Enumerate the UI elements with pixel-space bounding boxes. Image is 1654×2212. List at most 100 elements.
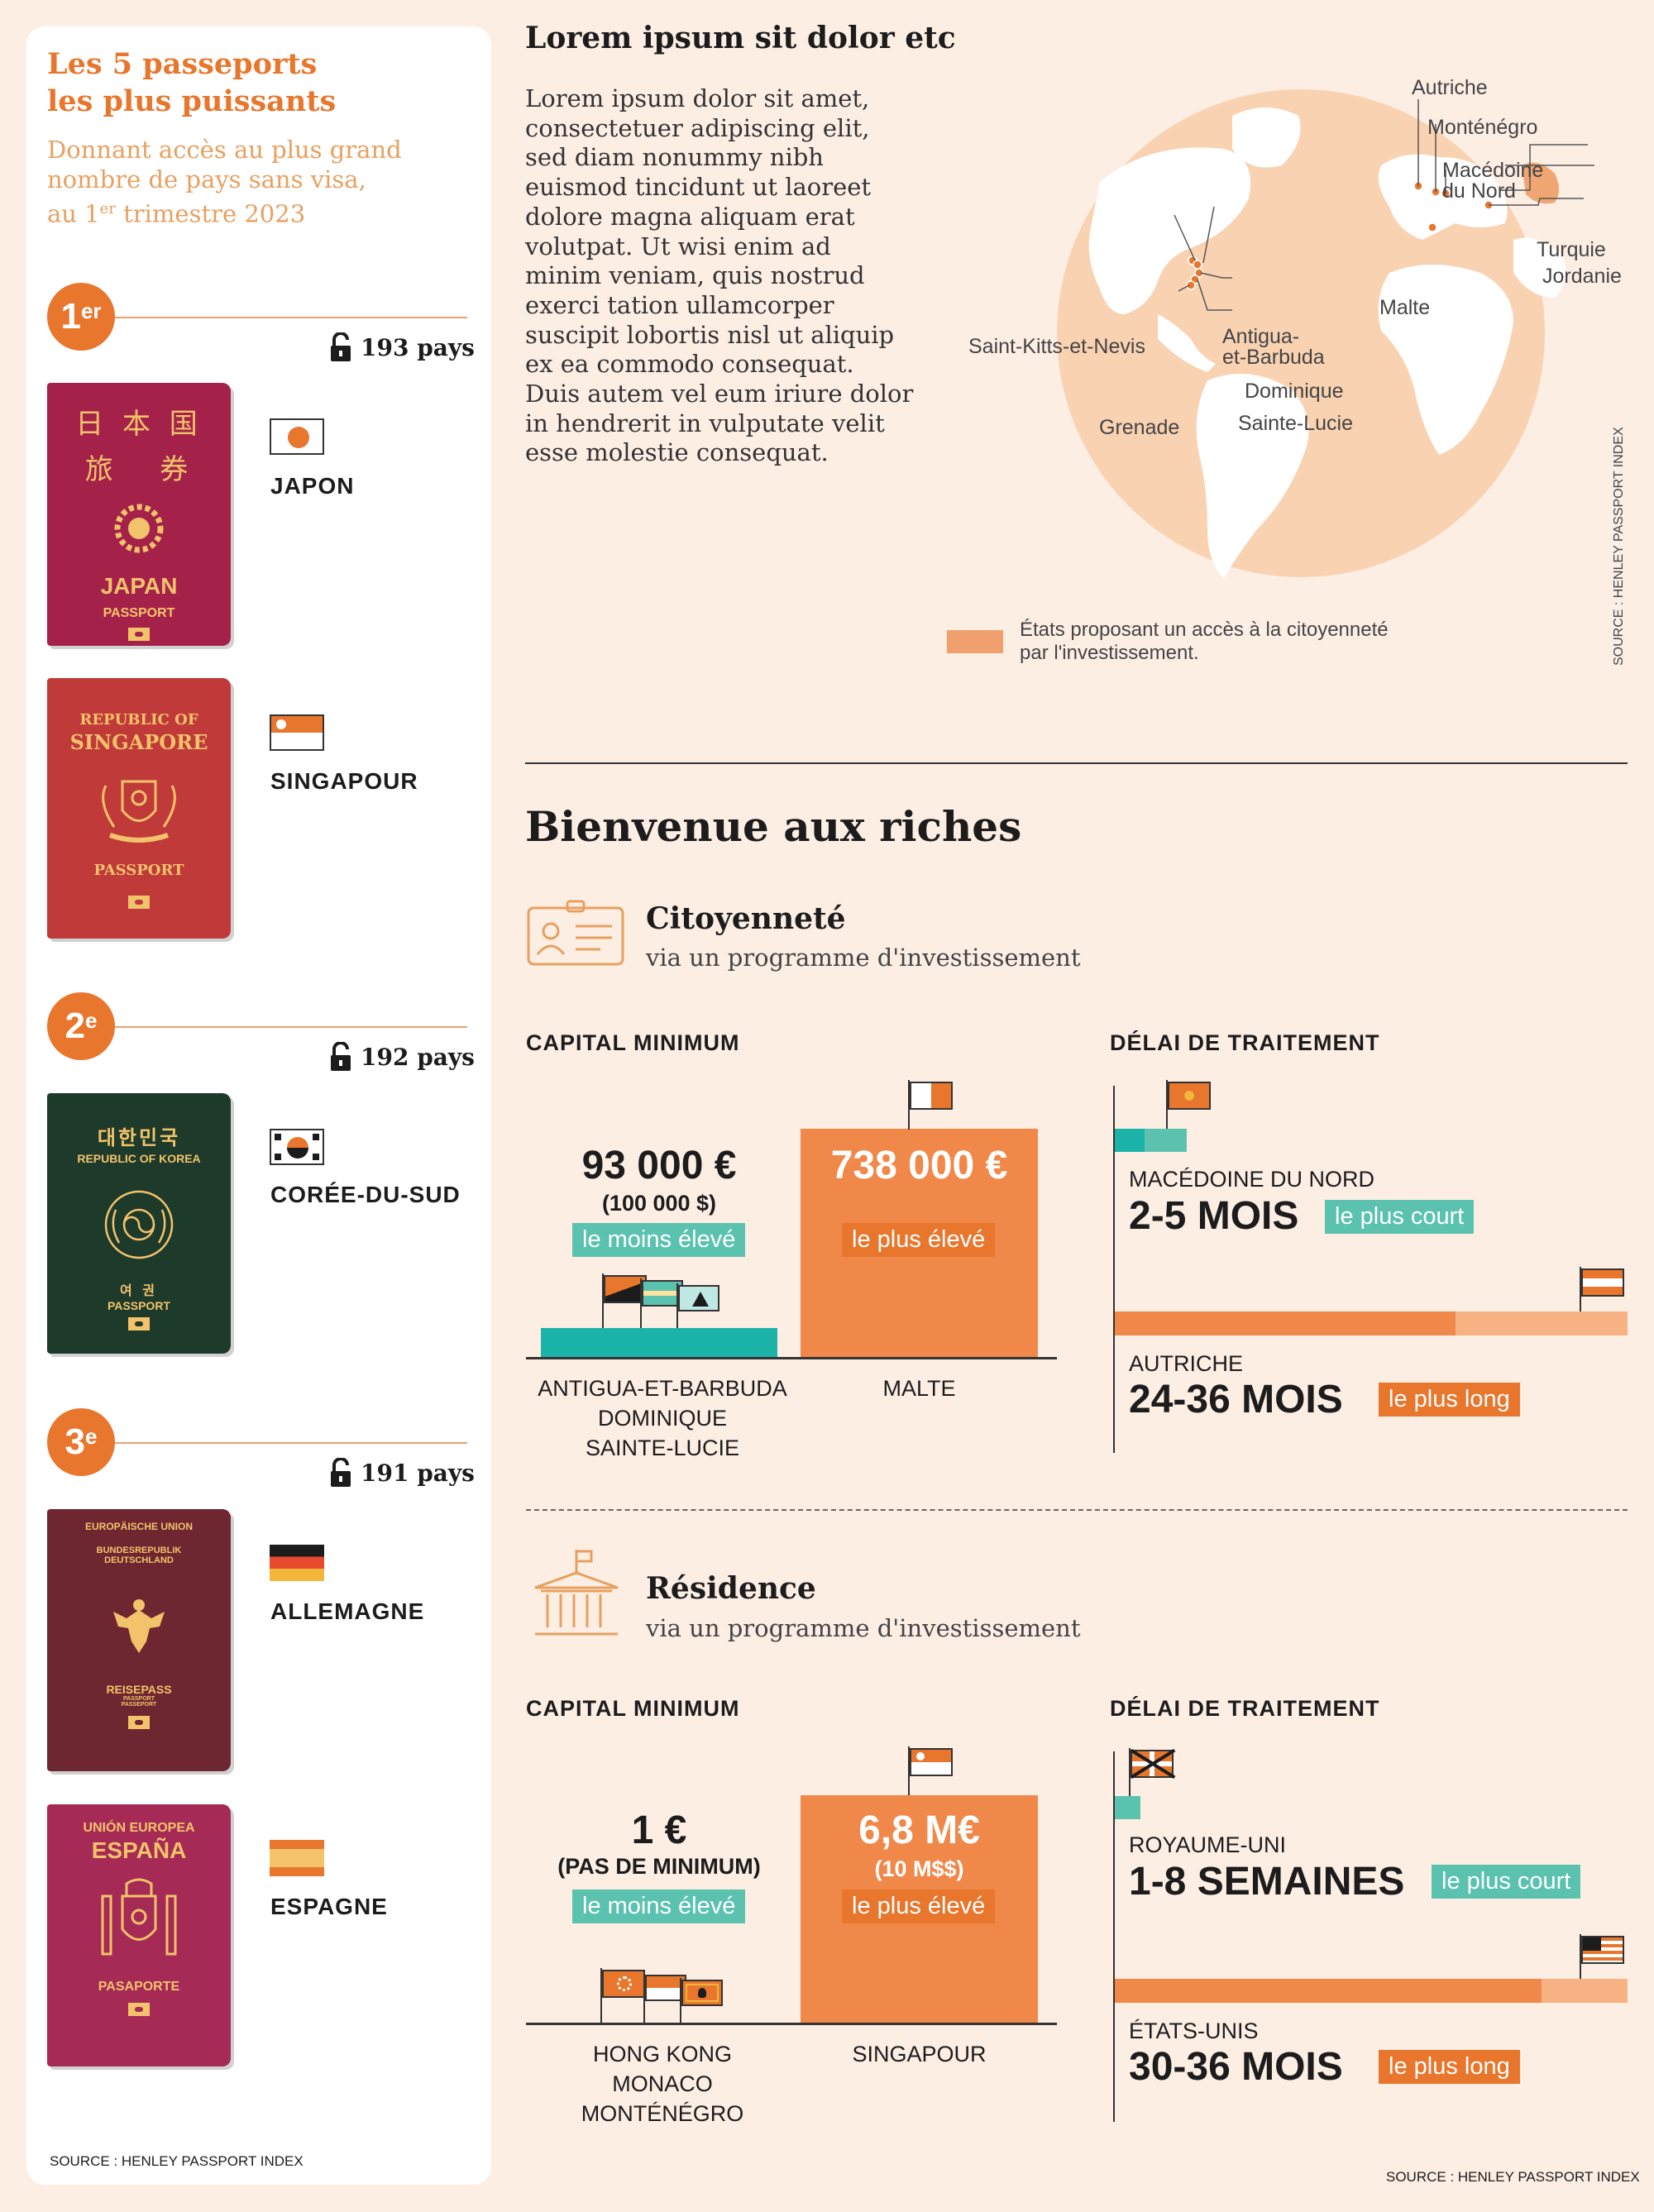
- residence-subtitle: via un programme d'investissement: [646, 1614, 1081, 1642]
- rank-1-num: 1: [60, 296, 81, 337]
- korea-passport-line3: 여 권: [120, 1284, 158, 1298]
- germany-passport-line1: EUROPÄISCHE UNION: [84, 1521, 193, 1532]
- rank-2-sup: e: [85, 1007, 98, 1033]
- spain-passport-line2: ESPAÑA: [91, 1837, 187, 1863]
- citizenship-long-value: 24-36 MOIS: [1129, 1378, 1343, 1421]
- map-label-dominique: Dominique: [1245, 380, 1344, 403]
- main-title: Bienvenue aux riches: [525, 802, 1022, 851]
- residence-low-value: 1 €: [631, 1808, 687, 1852]
- unlock-icon: [331, 332, 351, 361]
- citizenship-low-value: 93 000 €: [581, 1144, 737, 1187]
- flagpole: [908, 1746, 910, 1795]
- globe-map: [1057, 89, 1594, 579]
- intro-line: Lorem ipsum dolor sit amet,: [525, 84, 870, 112]
- main-source: SOURCE : HENLEY PASSPORT INDEX: [1386, 2169, 1640, 2185]
- germany-passport-line2: BUNDESREPUBLIK: [96, 1546, 182, 1555]
- bar-delay-long-res-range: [1542, 1979, 1628, 2003]
- map-label-macedoine: Macédoine du Nord: [1442, 160, 1543, 202]
- flagpole: [640, 1278, 642, 1328]
- rank-2-count: 192 pays: [329, 1042, 475, 1072]
- residence-high-tag: le plus élevé: [842, 1890, 996, 1923]
- passport-spain: UNIÓN EUROPEA ESPAÑA PASAPORTE: [47, 1804, 231, 2066]
- bar-delay-long-res-min: [1115, 1979, 1542, 2003]
- flag-montenegro-icon: [681, 1980, 723, 2006]
- residence-long-value: 30-36 MOIS: [1129, 2045, 1343, 2089]
- citizenship-short-value: 2-5 MOIS: [1129, 1194, 1299, 1238]
- residence-low-sub: (PAS DE MINIMUM): [557, 1854, 761, 1879]
- citizenship-long-country: AUTRICHE: [1129, 1351, 1244, 1376]
- country-label: MONACO: [612, 2071, 713, 2096]
- map-label-grenade: Grenade: [1099, 416, 1180, 439]
- rank-1-sup: er: [80, 298, 102, 323]
- intro-line: minim veniam, quis nostrud: [525, 261, 865, 290]
- korea-emblem-icon: [104, 1190, 174, 1259]
- flagpole: [680, 1978, 681, 2023]
- intro-line: suscipit lobortis nisl ut aliquip: [525, 320, 895, 349]
- residence-high-value: 6,8 M€: [858, 1808, 980, 1852]
- bar-delay-long-range: [1456, 1311, 1628, 1335]
- subtitle-line1: Donnant accès au plus grand: [47, 136, 402, 164]
- marker-malte: [1427, 222, 1437, 232]
- singapore-coat-of-arms-icon: [102, 780, 176, 843]
- country-label: HONG KONG: [592, 2042, 732, 2066]
- map-label-antigua: Antigua-et-Barbuda: [1222, 327, 1325, 368]
- flag-korea-icon: [270, 1129, 324, 1165]
- country-markers: [1186, 181, 1494, 290]
- map-label-antigua1: Antigua-: [1222, 325, 1300, 348]
- residence-high-sub: (10 M$$): [874, 1856, 964, 1881]
- panel-title-line2: les plus puissants: [47, 84, 337, 118]
- subtitle-line3-post: trimestre 2023: [115, 199, 306, 228]
- flag-hong-kong-icon: [602, 1970, 645, 1998]
- map-label-macedoine2: du Nord: [1442, 179, 1516, 203]
- flagpole: [602, 1273, 604, 1328]
- germany-passport-sub2: PASSPORT: [123, 1696, 155, 1702]
- rank-2-num: 2: [65, 1006, 85, 1046]
- singapore-passport-line2: SINGAPORE: [69, 730, 208, 754]
- country-japan: JAPON: [270, 473, 355, 499]
- country-label: SAINTE-LUCIE: [585, 1436, 740, 1460]
- citizenship-delay-axis: [1113, 1086, 1115, 1453]
- bar-delay-long-min: [1115, 1311, 1456, 1335]
- rank-2-pays: 192 pays: [361, 1043, 475, 1071]
- residence-axis: [526, 2023, 1057, 2025]
- bar-delay-short-res: [1115, 1796, 1140, 1819]
- flag-japan-icon: [270, 418, 324, 455]
- passport-korea: 대한민국 REPUBLIC OF KOREA 여 권 PASSPORT: [47, 1093, 231, 1354]
- korea-passport-line2: REPUBLIC OF KOREA: [77, 1152, 201, 1165]
- leader-lines: [1174, 99, 1594, 311]
- rank-1-count: 193 pays: [329, 332, 475, 362]
- residence-title: Résidence: [646, 1571, 816, 1606]
- chip-icon: [128, 1317, 150, 1331]
- intro-line: dolore magna aliquam erat: [525, 202, 855, 231]
- flag-royaume-uni-icon: [1130, 1748, 1176, 1780]
- singapore-passport-sub: PASSPORT: [93, 862, 184, 879]
- flagpole: [1580, 1934, 1581, 1979]
- flag-sainte-lucie-icon: [678, 1285, 719, 1311]
- intro-line: sed diam nonummy nibh: [525, 143, 824, 172]
- korea-passport-line1: 대한민국: [97, 1127, 181, 1149]
- residence-short-country: ROYAUME-UNI: [1129, 1832, 1287, 1857]
- intro-line: volutpat. Ut wisi enim ad: [525, 232, 831, 260]
- residence-capital-label: CAPITAL MINIMUM: [526, 1696, 740, 1721]
- map-label-montenegro: Monténégro: [1427, 116, 1538, 139]
- flagpole: [1166, 1080, 1168, 1129]
- germany-passport-line3: DEUTSCHLAND: [104, 1555, 174, 1565]
- residence-delay-axis: [1113, 1751, 1115, 2122]
- intro-line: in hendrerit in vulputate velit: [525, 408, 885, 437]
- legend-line1: États proposant un accès à la citoyennet…: [1020, 619, 1389, 641]
- singapore-passport-line1: REPUBLIC OF: [79, 711, 198, 729]
- spain-passport-sub: PASAPORTE: [98, 1980, 180, 1994]
- intro-body: Lorem ipsum dolor sit amet, consectetuer…: [525, 84, 913, 468]
- map-label-autriche: Autriche: [1412, 76, 1488, 99]
- map-label-malte: Malte: [1379, 296, 1431, 319]
- unlock-icon: [331, 1042, 351, 1071]
- spain-passport-line1: UNIÓN EUROPEA: [83, 1821, 195, 1835]
- flag-autriche-icon: [1581, 1268, 1624, 1297]
- residence-low-tag: le moins élevé: [572, 1890, 746, 1923]
- flagpole: [908, 1080, 910, 1130]
- chrysanthemum-icon: [114, 504, 164, 553]
- building-icon: [534, 1550, 619, 1636]
- japan-passport-line1: 日 本 国: [75, 408, 203, 441]
